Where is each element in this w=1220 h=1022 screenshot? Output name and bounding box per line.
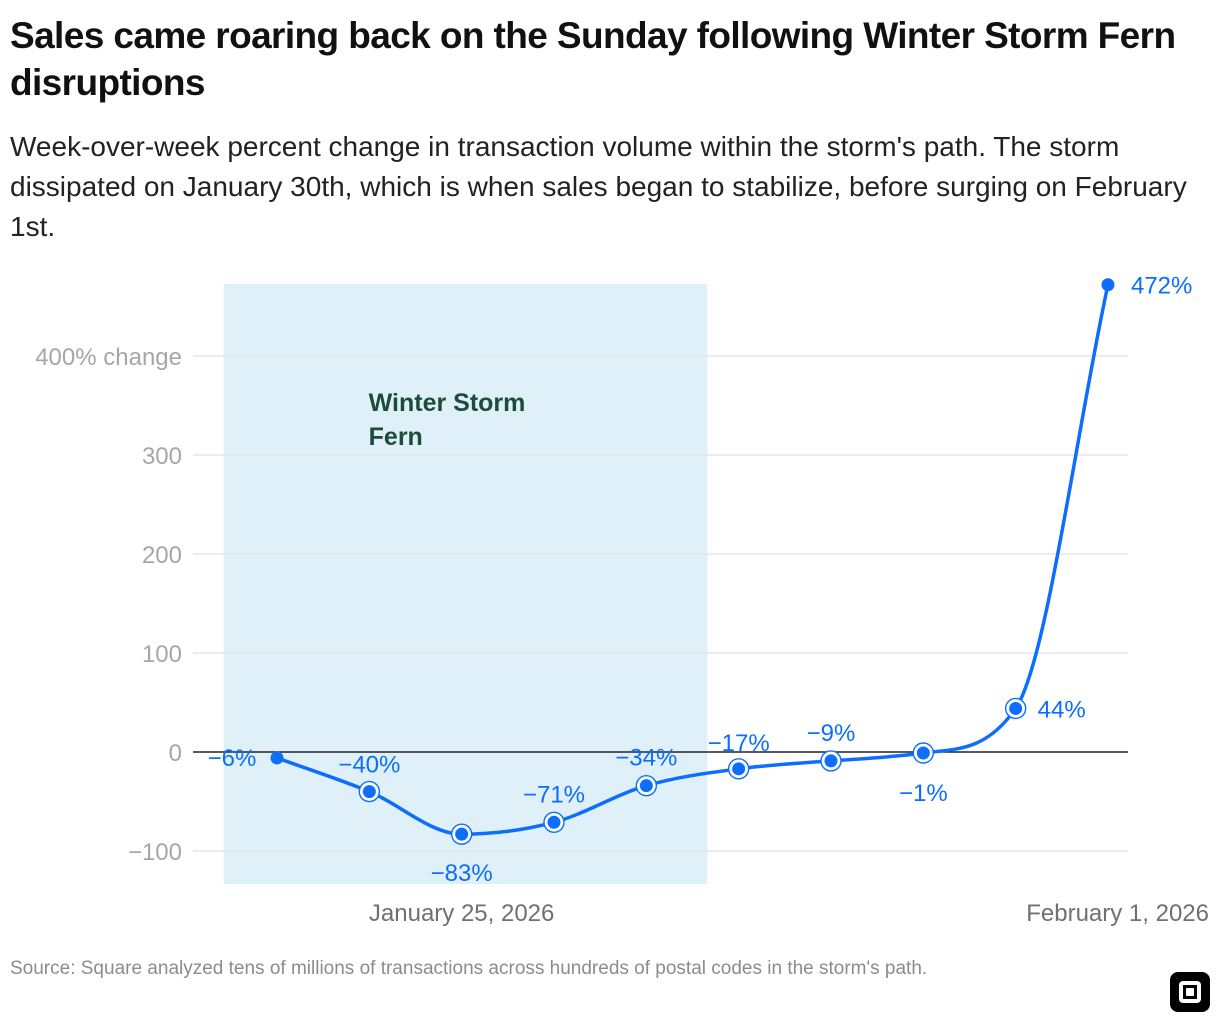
data-point-dot xyxy=(732,762,746,776)
data-point-dot xyxy=(362,785,376,799)
storm-shaded-region xyxy=(223,284,708,884)
chart-title: Sales came roaring back on the Sunday fo… xyxy=(10,15,1176,103)
data-label: −6% xyxy=(208,745,257,772)
data-point xyxy=(820,750,842,772)
data-label: −71% xyxy=(523,781,585,808)
y-tick-label: 0 xyxy=(169,740,182,767)
data-point xyxy=(635,774,658,797)
data-point xyxy=(912,742,935,764)
data-point-dot xyxy=(916,746,930,760)
y-tick-label: 400% change xyxy=(35,344,182,371)
data-label: −40% xyxy=(338,752,400,779)
storm-region-label: Winter Storm Fern xyxy=(369,389,526,451)
y-tick-label: 200 xyxy=(142,542,182,569)
axis-ticks: 400% change 300 200 100 0 −100 January 25, 202… xyxy=(35,344,1209,927)
data-points xyxy=(270,278,1115,845)
data-point xyxy=(727,758,750,780)
data-label: 44% xyxy=(1038,696,1086,723)
data-labels: −6% −40% −83% −71% −34% −17% −9% −1% 44% 472% xyxy=(208,273,1193,887)
storm-region-label-line: Winter Storm xyxy=(369,389,526,417)
data-label: −1% xyxy=(899,780,948,807)
storm-region-label-line: Fern xyxy=(369,423,423,451)
data-point-dot xyxy=(1101,278,1115,292)
data-point xyxy=(270,751,284,765)
data-point-dot xyxy=(455,827,469,841)
data-point-dot xyxy=(547,815,561,829)
data-label: −9% xyxy=(807,720,856,747)
data-point xyxy=(358,780,381,803)
data-point xyxy=(450,823,473,845)
data-label: −17% xyxy=(708,730,770,757)
data-point xyxy=(1004,697,1027,720)
data-point xyxy=(543,811,565,833)
y-tick-label: 300 xyxy=(142,443,182,470)
data-point-dot xyxy=(270,751,284,765)
data-label: 472% xyxy=(1131,273,1192,300)
gridlines xyxy=(193,355,1128,852)
square-logo-icon xyxy=(1170,972,1210,1012)
chart-subtitle: Week-over-week percent change in transac… xyxy=(10,131,1187,242)
data-point-dot xyxy=(824,754,838,768)
source-note: Source: Square analyzed tens of millions… xyxy=(10,958,928,979)
line-chart: Winter Storm Fern −6% −40% −83% −71% −34% −17%… xyxy=(35,273,1209,927)
x-tick-label: February 1, 2026 xyxy=(1026,900,1209,927)
data-label: −83% xyxy=(431,860,493,887)
data-point-dot xyxy=(1009,701,1023,715)
data-point-dot xyxy=(639,779,653,793)
y-tick-label: −100 xyxy=(128,839,182,866)
data-label: −34% xyxy=(615,745,677,772)
x-tick-label: January 25, 2026 xyxy=(369,900,554,927)
storm-band-layer: Winter Storm Fern xyxy=(223,284,708,884)
y-tick-label: 100 xyxy=(142,641,182,668)
data-point xyxy=(1101,278,1115,292)
